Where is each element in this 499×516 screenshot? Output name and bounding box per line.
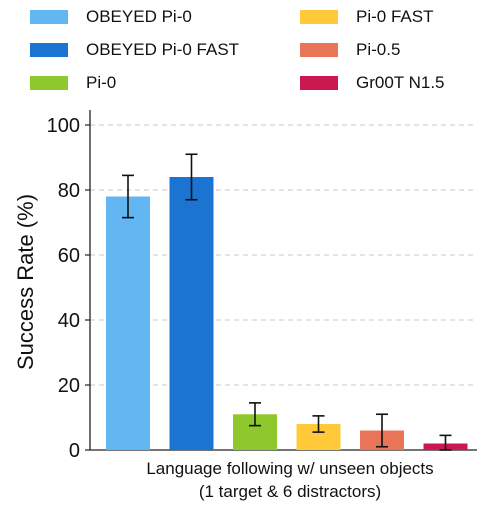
y-tick-label: 80	[58, 180, 80, 202]
legend-swatch	[30, 76, 68, 90]
x-axis-label-sub: (1 target & 6 distractors)	[198, 482, 382, 501]
legend-swatch	[300, 10, 338, 24]
legend-item: OBEYED Pi-0 FAST	[30, 38, 239, 62]
y-tick-label: 20	[58, 375, 80, 397]
legend-label: OBEYED Pi-0 FAST	[86, 40, 240, 59]
legend-item: OBEYED Pi-0	[30, 5, 192, 29]
y-tick-label: 40	[58, 310, 80, 332]
legend-swatch	[300, 76, 338, 90]
y-tick-label: 0	[69, 440, 80, 462]
y-axis-label: Success Rate (%)	[13, 194, 38, 370]
x-axis-label: Language following w/ unseen objects	[146, 459, 434, 478]
y-tick-label: 60	[58, 245, 80, 267]
legend-swatch	[300, 43, 338, 57]
bar	[106, 196, 150, 450]
legend-label: Pi-0 FAST	[356, 7, 434, 26]
bar	[169, 177, 214, 450]
legend: OBEYED Pi-0 OBEYED Pi-0 FAST Pi-0 Pi-0 FAST…	[0, 0, 499, 110]
legend-label: OBEYED Pi-0	[86, 7, 192, 26]
legend-label: Pi-0.5	[356, 40, 401, 59]
legend-item: Pi-0 FAST	[300, 5, 433, 29]
y-tick-label: 100	[47, 115, 80, 137]
legend-item: Pi-0.5	[300, 38, 400, 62]
legend-swatch	[30, 43, 68, 57]
legend-label: Gr00T N1.5	[356, 73, 445, 92]
legend-label: Pi-0	[86, 73, 117, 92]
legend-item: Gr00T N1.5	[300, 71, 445, 95]
legend-item: Pi-0	[30, 71, 116, 95]
legend-swatch	[30, 10, 68, 24]
